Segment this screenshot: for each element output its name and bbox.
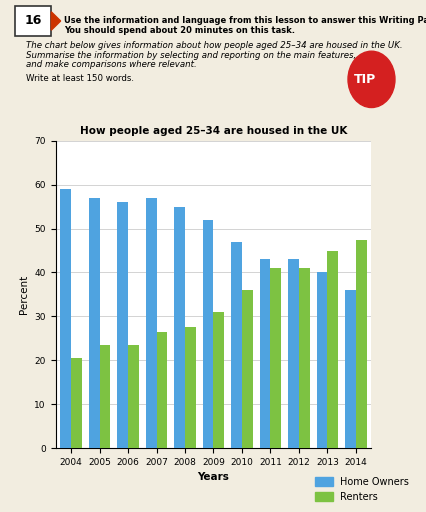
Text: TIP: TIP (353, 73, 375, 86)
Bar (298, 268, 309, 448)
Text: You should spend about 20 minutes on this task.: You should spend about 20 minutes on thi… (64, 26, 294, 35)
Bar (259, 259, 270, 448)
Title: How people aged 25–34 are housed in the UK: How people aged 25–34 are housed in the … (80, 126, 346, 136)
Text: and make comparisons where relevant.: and make comparisons where relevant. (26, 60, 196, 70)
Bar (71, 358, 82, 448)
Bar (156, 332, 167, 448)
Bar (355, 240, 366, 448)
Bar (60, 189, 71, 448)
Bar (230, 242, 242, 448)
Text: Write at least 150 words.: Write at least 150 words. (26, 74, 133, 83)
Text: Use the information and language from this lesson to answer this Writing Part 1 : Use the information and language from th… (64, 16, 426, 26)
Text: 16: 16 (24, 14, 42, 28)
Bar (128, 345, 138, 448)
Bar (145, 198, 156, 448)
Bar (344, 290, 355, 448)
Bar (327, 250, 337, 448)
Text: Summarise the information by selecting and reporting on the main features,: Summarise the information by selecting a… (26, 51, 355, 60)
Bar (117, 202, 128, 448)
Bar (89, 198, 99, 448)
Bar (174, 207, 184, 448)
X-axis label: Years: Years (197, 472, 229, 482)
Bar (202, 220, 213, 448)
Bar (270, 268, 281, 448)
Bar (184, 327, 196, 448)
Bar (242, 290, 252, 448)
Text: The chart below gives information about how people aged 25–34 are housed in the : The chart below gives information about … (26, 41, 401, 50)
Bar (316, 272, 327, 448)
Bar (288, 259, 298, 448)
Bar (213, 312, 224, 448)
Bar (99, 345, 110, 448)
Y-axis label: Percent: Percent (19, 275, 29, 314)
Legend: Home Owners, Renters: Home Owners, Renters (314, 477, 409, 502)
